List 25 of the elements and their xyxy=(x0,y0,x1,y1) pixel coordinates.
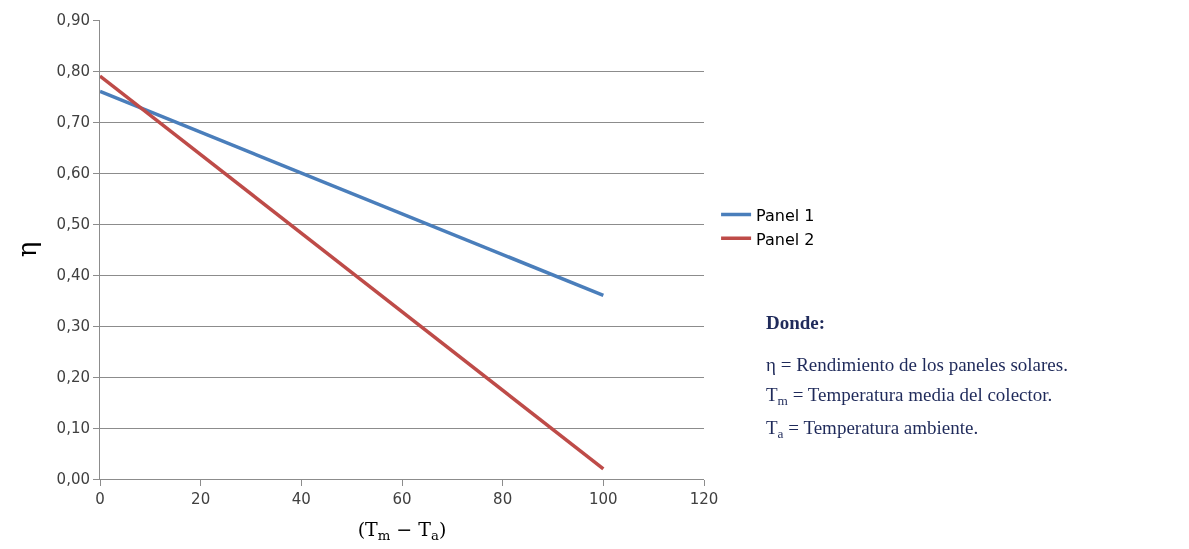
y-tick-label: 0,60 xyxy=(56,164,90,183)
legend-label: Panel 2 xyxy=(756,229,815,249)
text: T$_{m}$ = Temperatura media del colector. xyxy=(766,384,1053,408)
x-axis-title: (T$_{m}$ − T$_{a}$) xyxy=(357,517,447,543)
y-tick-label: 0,90 xyxy=(56,11,90,30)
x-tick-label: 120 xyxy=(689,490,719,508)
legend-label: Panel 1 xyxy=(756,205,815,225)
y-tick-label: 0,20 xyxy=(56,368,90,387)
y-tick-label: 0,80 xyxy=(56,62,90,81)
y-tick-label: 0,70 xyxy=(56,113,90,132)
y-tick-label: 0,30 xyxy=(56,317,90,336)
y-tick-label: 0,10 xyxy=(56,419,90,438)
x-tick-label: 100 xyxy=(589,490,618,508)
y-tick-label: 0,40 xyxy=(56,266,90,285)
text: Donde: xyxy=(766,312,826,333)
x-tick-label: 60 xyxy=(392,490,412,508)
y-axis-title: η xyxy=(11,241,42,258)
y-tick-label: 0,00 xyxy=(56,470,90,489)
x-tick-label: 0 xyxy=(95,490,105,508)
y-tick-label: 0,50 xyxy=(56,215,90,234)
x-tick-label: 40 xyxy=(291,490,311,508)
text: η = Rendimiento de los paneles solares. xyxy=(766,354,1068,375)
x-tick-label: 80 xyxy=(493,490,513,508)
x-tick-label: 20 xyxy=(191,490,211,508)
text: T$_{a}$ = Temperatura ambiente. xyxy=(766,417,979,441)
